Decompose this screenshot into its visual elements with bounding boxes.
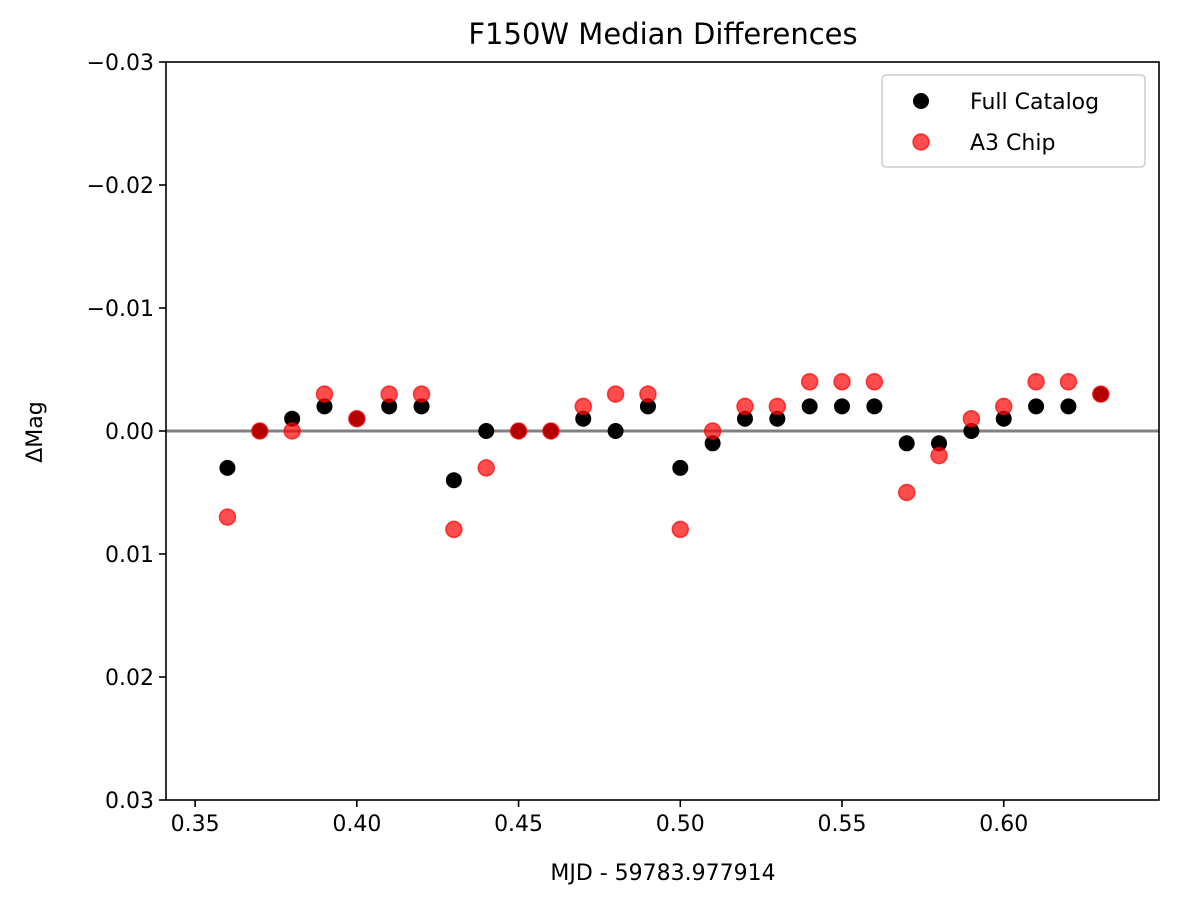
legend-box	[881, 74, 1146, 168]
data-point	[963, 423, 980, 439]
data-point	[412, 385, 431, 403]
data-point	[931, 435, 948, 452]
data-point	[866, 398, 883, 415]
x-tick-label: 0.55	[818, 812, 867, 837]
data-point	[251, 422, 269, 440]
data-point	[315, 385, 334, 403]
y-tick-label: −0.03	[87, 51, 154, 76]
y-tick-label: 0.02	[105, 666, 154, 691]
legend: Full Catalog A3 Chip	[881, 74, 1146, 168]
data-point	[736, 397, 754, 416]
data-point	[834, 398, 851, 415]
data-point	[897, 483, 916, 502]
data-point	[283, 422, 301, 440]
data-point	[639, 385, 657, 403]
data-point	[284, 410, 301, 427]
data-point	[672, 459, 689, 476]
data-point	[478, 423, 495, 439]
data-point	[898, 435, 915, 452]
data-point	[704, 435, 721, 452]
y-axis-label: ΔMag	[23, 401, 48, 462]
data-point	[348, 409, 366, 428]
data-point	[639, 398, 656, 415]
data-point	[477, 459, 495, 477]
x-tick-label: 0.50	[656, 812, 705, 837]
data-point	[1060, 398, 1077, 415]
data-point	[445, 520, 463, 539]
data-point	[509, 422, 528, 440]
legend-label-full-catalog: Full Catalog	[970, 90, 1099, 115]
data-point	[833, 373, 851, 391]
data-point	[801, 398, 818, 415]
y-tick-label: 0.01	[105, 543, 154, 568]
data-point	[575, 410, 592, 427]
data-point	[768, 397, 787, 416]
data-point	[703, 422, 722, 440]
data-point	[865, 373, 884, 391]
x-tick-label: 0.35	[171, 812, 220, 837]
data-point	[962, 409, 981, 428]
data-point	[671, 520, 690, 539]
data-point	[930, 446, 948, 465]
y-tick-label: −0.01	[87, 297, 154, 322]
x-tick-label: 0.40	[332, 812, 381, 837]
x-tick-label: 0.60	[979, 812, 1028, 837]
legend-marker-full-catalog	[913, 93, 929, 109]
y-tick-label: −0.02	[87, 174, 154, 199]
data-point	[316, 398, 333, 415]
data-point	[380, 385, 398, 403]
data-point	[769, 410, 786, 427]
plot-area: 0.35 0.40 0.45 0.50 0.55 0.60 −0.03 −0.02 −0.01 0…	[87, 51, 1160, 837]
data-point	[800, 373, 819, 391]
data-point	[1028, 398, 1045, 415]
y-tick-label: 0.00	[105, 420, 154, 445]
y-tick-label: 0.03	[105, 789, 154, 814]
data-point	[736, 410, 753, 427]
legend-label-a3-chip: A3 Chip	[970, 131, 1055, 156]
data-point	[542, 422, 560, 440]
data-point	[607, 423, 624, 439]
data-point	[219, 459, 236, 476]
data-point	[218, 508, 237, 526]
data-point	[1059, 373, 1078, 391]
data-point	[445, 472, 462, 489]
data-point	[574, 397, 593, 416]
series-1	[218, 373, 1110, 539]
x-axis-label: MJD - 59783.977914	[550, 861, 775, 886]
data-point	[995, 410, 1012, 427]
data-point	[413, 398, 430, 415]
data-point	[994, 397, 1013, 416]
x-tick-label: 0.45	[494, 812, 543, 837]
legend-marker-a3-chip	[912, 133, 930, 151]
data-point	[606, 385, 625, 403]
chart-title: F150W Median Differences	[468, 17, 857, 51]
data-point	[1027, 373, 1045, 391]
data-point	[1092, 385, 1110, 403]
data-point	[381, 398, 398, 415]
